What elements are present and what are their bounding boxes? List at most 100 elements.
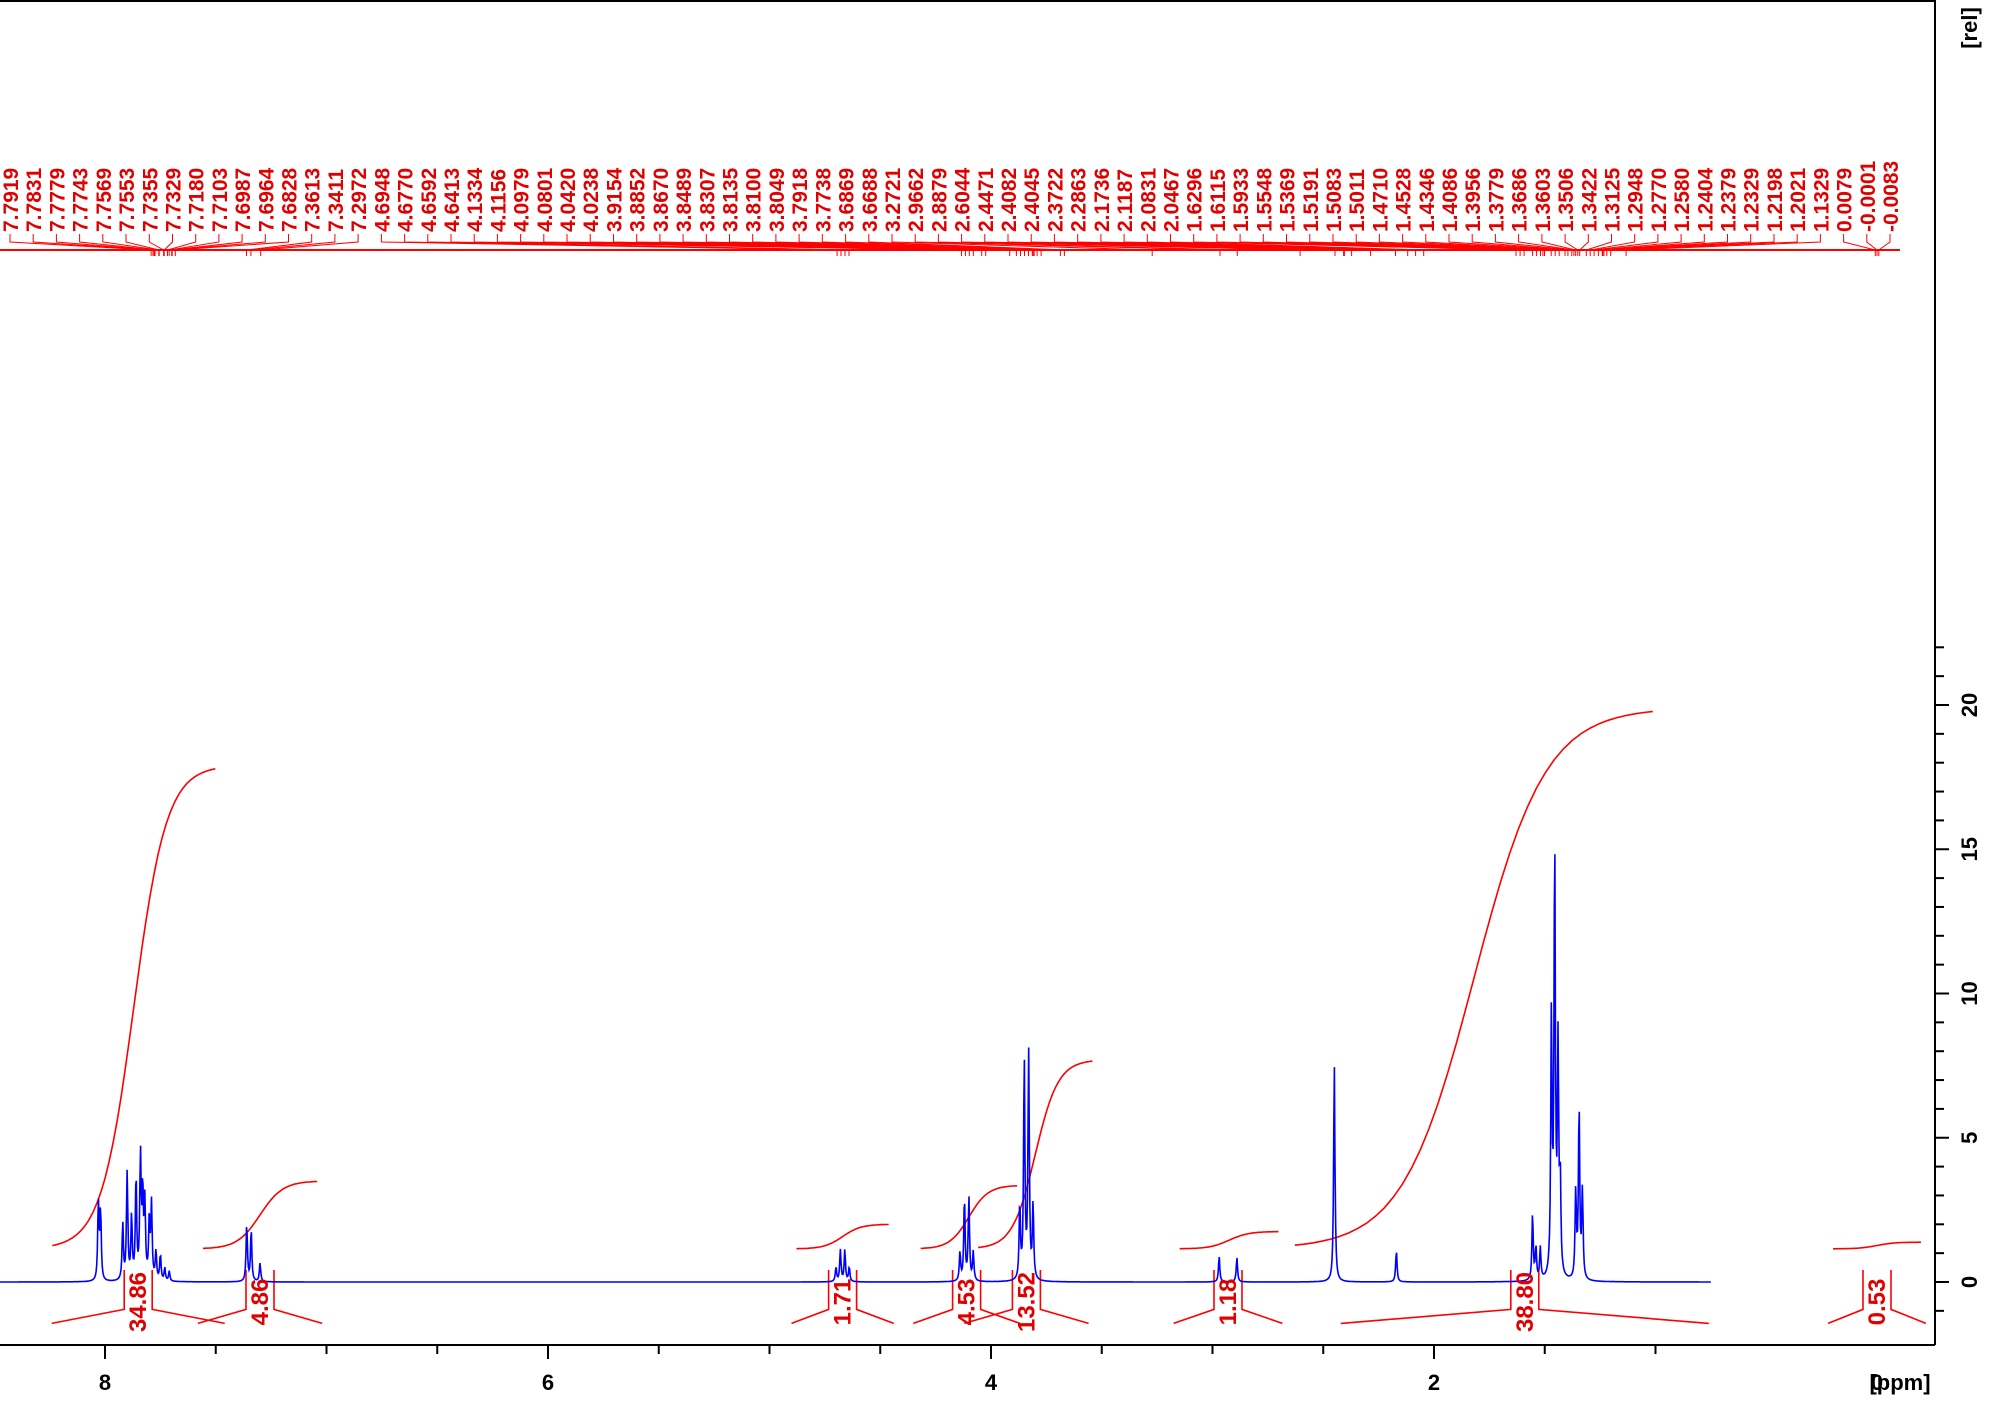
- integral-curve: [977, 1060, 1093, 1249]
- peak-label-connector: [1518, 234, 1575, 256]
- peak-label-connector: [1494, 234, 1573, 256]
- x-tick-label: 6: [542, 1370, 554, 1395]
- peak-label: 7.7329: [163, 168, 186, 232]
- peak-label: 3.8852: [627, 168, 650, 232]
- peak-label: 1.2580: [1671, 168, 1694, 232]
- peak-label: 1.2948: [1625, 167, 1648, 232]
- peak-label-connector: [260, 234, 359, 256]
- peak-label: 1.5369: [1277, 168, 1300, 232]
- peak-label: 7.6964: [255, 167, 278, 232]
- spectrum-line: [0, 854, 1711, 1283]
- integral-bracket: [51, 1270, 225, 1325]
- peak-label: 3.8307: [696, 168, 719, 232]
- y-tick-label: 20: [1957, 693, 1982, 717]
- peak-label: 2.0467: [1161, 168, 1184, 232]
- peak-label: 4.0420: [557, 168, 580, 232]
- peak-label: 2.4082: [998, 168, 1021, 232]
- peak-label-connector: [1843, 234, 1876, 256]
- integral-bracket: [1340, 1270, 1709, 1325]
- integral-bracket: [964, 1270, 1089, 1325]
- peak-label-connector: [1610, 234, 1798, 256]
- integral-curve: [796, 1223, 889, 1250]
- peak-label: 4.6413: [441, 168, 464, 232]
- peak-label: 1.3422: [1578, 168, 1601, 232]
- peak-label: 3.8489: [673, 168, 696, 232]
- peak-label: 1.4086: [1439, 168, 1462, 232]
- peak-label: 2.3722: [1044, 168, 1067, 232]
- integral-curve: [1294, 710, 1653, 1246]
- integral-label: 0.53: [1864, 1279, 1891, 1326]
- x-tick-label: 0: [1871, 1370, 1883, 1395]
- peak-label: 4.6948: [371, 167, 394, 232]
- peak-label: 3.8100: [743, 168, 766, 232]
- peak-label: 7.7103: [209, 168, 232, 232]
- integral-bracket: [1827, 1270, 1927, 1325]
- peak-label: 1.2404: [1694, 167, 1717, 232]
- peak-label: 7.7355: [139, 167, 162, 232]
- peak-label-connector: [1448, 234, 1566, 256]
- integral-label: 13.52: [1013, 1272, 1040, 1332]
- x-axis-label: [ppm]: [1869, 1370, 1930, 1395]
- peak-label: 1.5548: [1253, 167, 1276, 232]
- peak-label: 3.2721: [882, 167, 905, 232]
- peak-label-connector: [1355, 234, 1545, 256]
- integral-curves-group: [51, 710, 1927, 1325]
- peak-label: 1.2770: [1648, 168, 1671, 232]
- peak-label-connector: [1589, 234, 1636, 256]
- peak-label-connector: [55, 234, 155, 256]
- peak-label-connector: [1579, 234, 1589, 256]
- peak-label: 7.3613: [302, 168, 325, 232]
- peak-label-connector: [1471, 234, 1569, 256]
- peak-label-connector: [1077, 234, 1372, 256]
- peak-label: 7.7569: [93, 168, 116, 232]
- peak-label: 2.0831: [1137, 167, 1160, 232]
- peak-label: 2.2863: [1068, 168, 1091, 232]
- peak-label-connector: [1332, 234, 1544, 256]
- peak-label-connector: [1402, 234, 1556, 256]
- peak-label: 2.8879: [928, 168, 951, 232]
- peak-label-connector: [250, 234, 336, 256]
- peak-label: 3.6688: [859, 167, 882, 232]
- peak-label: 4.0238: [580, 167, 603, 232]
- peak-label-connector: [125, 234, 160, 256]
- peak-label-connector: [163, 234, 173, 256]
- peak-label: -0.0001: [1857, 160, 1880, 232]
- spectrum-group: [0, 854, 1711, 1283]
- integral-bracket: [913, 1270, 1021, 1325]
- peak-label-connector: [1603, 234, 1752, 256]
- peak-label-connector: [891, 234, 1153, 256]
- peak-label: 2.1187: [1114, 169, 1137, 232]
- peak-label: 7.3411: [325, 169, 348, 232]
- x-tick-label: 4: [985, 1370, 998, 1395]
- peak-label: 1.3603: [1532, 168, 1555, 232]
- peak-label: 4.1334: [464, 167, 487, 232]
- integral-label: 1.71: [830, 1279, 857, 1326]
- peak-label: 3.6869: [836, 168, 859, 232]
- peak-label-connector: [961, 234, 1301, 256]
- peak-label: 1.3686: [1509, 168, 1532, 232]
- peak-label-connector: [1606, 234, 1775, 256]
- peak-label-connector: [174, 234, 289, 256]
- peak-label: 1.6296: [1184, 168, 1207, 232]
- peak-label-connector: [845, 234, 1061, 256]
- integral-curve: [1833, 1241, 1921, 1250]
- peak-label: 4.6592: [418, 168, 441, 232]
- peak-label: 3.7918: [789, 167, 812, 232]
- peak-label: 1.5191: [1300, 167, 1323, 232]
- peak-label: 7.7779: [46, 168, 69, 232]
- peak-label-connector: [1564, 234, 1579, 256]
- peak-label: 4.0801: [534, 167, 557, 232]
- integral-labels-group: 34.86 4.86 1.71 4.53 13.52 1.18 38.80 0.53: [125, 1272, 1891, 1332]
- peak-label: 1.4710: [1369, 168, 1392, 232]
- peak-label: 3.8049: [766, 168, 789, 232]
- peak-label-connector: [1541, 234, 1577, 256]
- peak-label-connector: [32, 234, 154, 256]
- peak-label-connector: [1878, 234, 1891, 256]
- peak-label: 3.8670: [650, 168, 673, 232]
- peak-label: 2.4471: [975, 167, 998, 232]
- peak-label-connector: [1593, 234, 1659, 256]
- peak-label: 7.7831: [23, 167, 46, 232]
- y-tick-label: 15: [1957, 837, 1982, 861]
- y-tick-label: 5: [1957, 1132, 1982, 1144]
- integral-label: 1.18: [1215, 1279, 1242, 1326]
